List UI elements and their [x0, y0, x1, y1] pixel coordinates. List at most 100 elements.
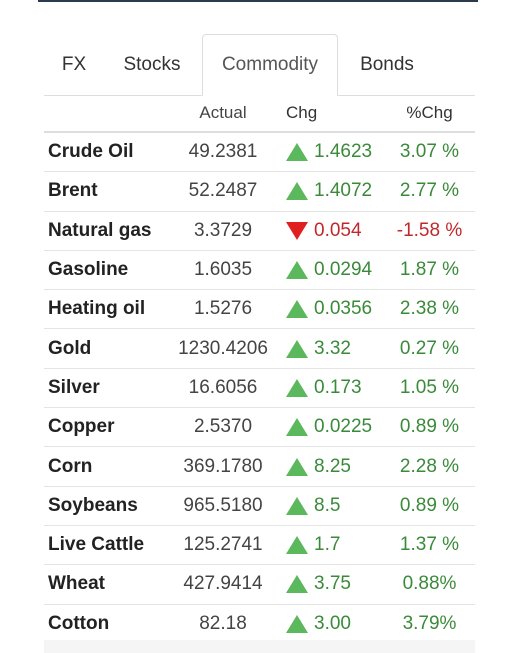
change-value: 0.0294 — [314, 259, 373, 281]
commodity-name: Silver — [48, 376, 100, 398]
change-cell: 8.5 — [286, 487, 340, 525]
tab-commodity[interactable]: Commodity — [202, 34, 338, 96]
change-cell: 0.054 — [286, 212, 362, 250]
table-row[interactable]: Soybeans 965.5180 8.5 0.89 % — [44, 487, 475, 526]
actual-value: 1.5276 — [193, 298, 253, 320]
table-row[interactable]: Crude Oil 49.2381 1.4623 3.07 % — [44, 133, 475, 173]
arrow-up-icon — [286, 339, 308, 358]
table-row[interactable]: Brent 52.2487 1.4072 2.77 % — [44, 172, 475, 212]
arrow-up-icon — [286, 261, 308, 280]
arrow-up-icon — [286, 496, 308, 515]
commodity-name: Natural gas — [48, 219, 152, 241]
table-footer-strip — [44, 640, 475, 653]
table-row[interactable]: Cotton 82.18 3.00 3.79% — [44, 605, 475, 644]
table-header: Actual Chg %Chg — [44, 95, 475, 133]
change-cell: 3.00 — [286, 605, 351, 643]
percent-change: 0.27 % — [399, 337, 460, 359]
change-cell: 1.4623 — [286, 133, 372, 171]
change-value: 8.5 — [314, 494, 341, 516]
percent-change: 3.07 % — [399, 141, 460, 163]
table-row[interactable]: Live Cattle 125.2741 1.7 1.37 % — [44, 526, 475, 566]
commodity-name: Live Cattle — [48, 534, 145, 556]
actual-value: 965.5180 — [183, 494, 263, 516]
change-cell: 0.0294 — [286, 251, 372, 289]
commodity-name: Brent — [48, 180, 98, 202]
change-value: 3.00 — [314, 612, 351, 634]
change-cell: 3.75 — [286, 565, 351, 603]
arrow-up-icon — [286, 614, 308, 633]
actual-value: 369.1780 — [183, 455, 263, 477]
actual-value: 2.5370 — [193, 416, 253, 438]
actual-value: 52.2487 — [188, 180, 258, 202]
change-value: 0.0356 — [314, 298, 373, 320]
actual-value: 125.2741 — [183, 534, 263, 556]
column-header-pct-chg: %Chg — [406, 103, 453, 122]
arrow-up-icon — [286, 143, 308, 162]
change-cell: 8.25 — [286, 447, 351, 485]
change-value: 3.75 — [314, 573, 351, 595]
commodity-name: Crude Oil — [48, 141, 134, 163]
percent-change: 2.38 % — [399, 298, 460, 320]
commodity-name: Cotton — [48, 612, 110, 634]
tab-stocks[interactable]: Stocks — [123, 53, 181, 75]
commodity-name: Heating oil — [48, 298, 146, 320]
actual-value: 427.9414 — [183, 573, 263, 595]
arrow-up-icon — [286, 536, 308, 555]
table-row[interactable]: Corn 369.1780 8.25 2.28 % — [44, 447, 475, 487]
percent-change: 0.88% — [402, 573, 457, 595]
arrow-down-icon — [286, 221, 308, 240]
market-tabs: FX Stocks Commodity Bonds — [44, 34, 475, 96]
change-value: 0.054 — [314, 219, 362, 241]
arrow-up-icon — [286, 575, 308, 594]
arrow-up-icon — [286, 182, 308, 201]
actual-value: 1230.4206 — [178, 337, 268, 359]
change-cell: 0.173 — [286, 369, 362, 407]
table-row[interactable]: Silver 16.6056 0.173 1.05 % — [44, 369, 475, 409]
column-header-chg: Chg — [286, 103, 318, 122]
percent-change: 1.37 % — [399, 534, 460, 556]
actual-value: 3.3729 — [193, 219, 253, 241]
actual-value: 16.6056 — [188, 376, 258, 398]
column-header-actual: Actual — [199, 103, 247, 122]
percent-change: 1.05 % — [399, 376, 460, 398]
arrow-up-icon — [286, 300, 308, 319]
percent-change: 3.79% — [402, 612, 457, 634]
percent-change: 2.77 % — [399, 180, 460, 202]
percent-change: 0.89 % — [399, 416, 460, 438]
change-value: 1.4623 — [314, 141, 373, 163]
change-cell: 1.7 — [286, 526, 340, 564]
change-value: 1.7 — [314, 534, 341, 556]
commodity-name: Corn — [48, 455, 93, 477]
change-value: 3.32 — [314, 337, 351, 359]
percent-change: 1.87 % — [399, 259, 460, 281]
tab-fx[interactable]: FX — [61, 53, 87, 75]
table-row[interactable]: Copper 2.5370 0.0225 0.89 % — [44, 408, 475, 448]
commodity-name: Wheat — [48, 573, 105, 595]
table-row[interactable]: Gold 1230.4206 3.32 0.27 % — [44, 329, 475, 369]
commodity-name: Gasoline — [48, 259, 129, 281]
change-cell: 0.0225 — [286, 408, 372, 446]
commodity-name: Gold — [48, 337, 92, 359]
percent-change: 0.89 % — [399, 494, 460, 516]
change-value: 8.25 — [314, 455, 351, 477]
change-value: 0.0225 — [314, 416, 373, 438]
table-row[interactable]: Wheat 427.9414 3.75 0.88% — [44, 565, 475, 605]
actual-value: 49.2381 — [188, 141, 258, 163]
table-row[interactable]: Natural gas 3.3729 0.054 -1.58 % — [44, 212, 475, 251]
commodity-table: Actual Chg %Chg Crude Oil 49.2381 1.4623 3.… — [44, 95, 475, 644]
change-cell: 0.0356 — [286, 290, 372, 328]
arrow-up-icon — [286, 378, 308, 397]
percent-change: -1.58 % — [396, 219, 463, 241]
actual-value: 82.18 — [199, 612, 247, 634]
arrow-up-icon — [286, 457, 308, 476]
change-value: 1.4072 — [314, 180, 373, 202]
change-cell: 3.32 — [286, 329, 351, 367]
change-value: 0.173 — [314, 376, 362, 398]
commodity-name: Soybeans — [48, 494, 138, 516]
table-row[interactable]: Heating oil 1.5276 0.0356 2.38 % — [44, 290, 475, 330]
tab-bonds[interactable]: Bonds — [360, 53, 414, 75]
table-row[interactable]: Gasoline 1.6035 0.0294 1.87 % — [44, 251, 475, 291]
table-body: Crude Oil 49.2381 1.4623 3.07 % Brent 52.2487… — [44, 133, 475, 644]
commodity-name: Copper — [48, 416, 115, 438]
top-divider — [38, 0, 478, 2]
